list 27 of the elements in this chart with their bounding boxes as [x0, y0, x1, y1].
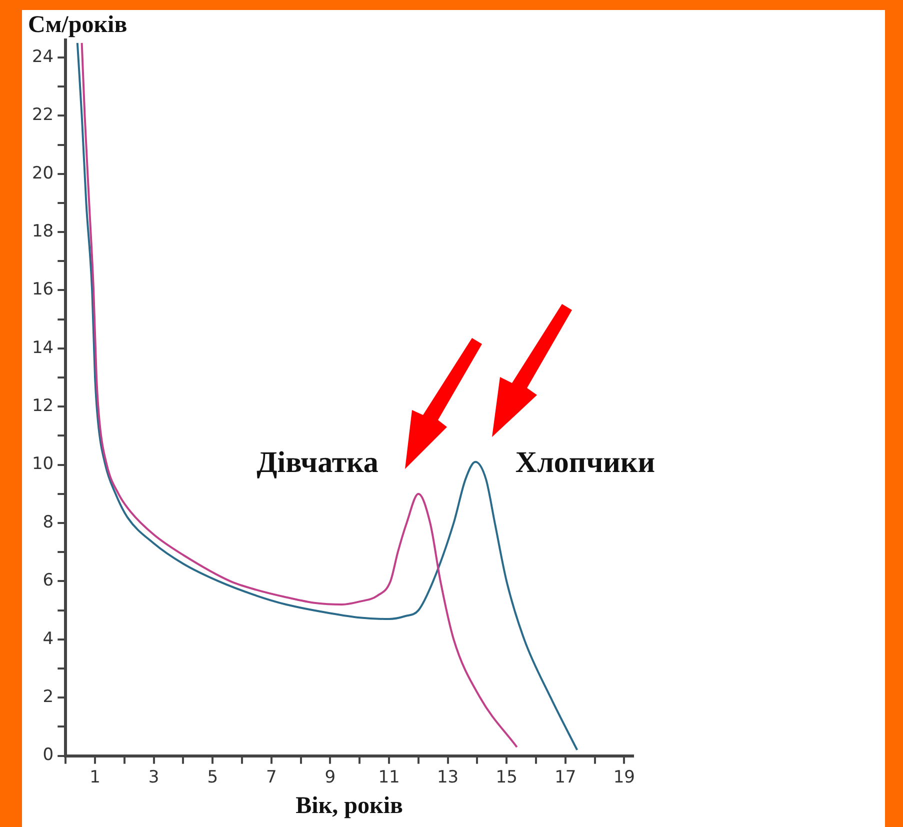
x-tick-label: 19: [613, 767, 635, 788]
y-tick-label: 12: [32, 396, 54, 416]
y-tick-label: 20: [32, 163, 54, 184]
y-tick-label: 4: [42, 628, 54, 649]
x-tick-label: 7: [266, 767, 277, 788]
y-tick-label: 22: [32, 105, 54, 126]
series-label: Дівчатка: [256, 446, 378, 479]
y-tick-label: 10: [32, 454, 54, 474]
y-axis-title: См/років: [28, 12, 128, 38]
y-tick-label: 14: [32, 338, 54, 358]
y-tick-label: 18: [32, 221, 54, 242]
x-tick-label: 13: [436, 767, 459, 788]
x-tick-label: 9: [324, 767, 336, 788]
y-tick-label: 8: [42, 512, 54, 532]
x-axis-title: Вік, років: [296, 792, 404, 819]
x-tick-label: 3: [148, 767, 160, 788]
y-tick-label: 6: [42, 570, 54, 591]
x-tick-label: 15: [496, 767, 518, 788]
y-tick-label: 16: [32, 280, 54, 300]
y-tick-label: 2: [42, 687, 54, 708]
series-label: Хлопчики: [515, 446, 655, 479]
x-tick-label: 1: [90, 767, 100, 788]
y-tick-label: 0: [42, 745, 54, 766]
x-tick-label: 17: [554, 767, 576, 788]
x-tick-label: 5: [207, 767, 218, 788]
x-tick-label: 11: [378, 767, 400, 788]
y-tick-label: 24: [32, 46, 54, 67]
